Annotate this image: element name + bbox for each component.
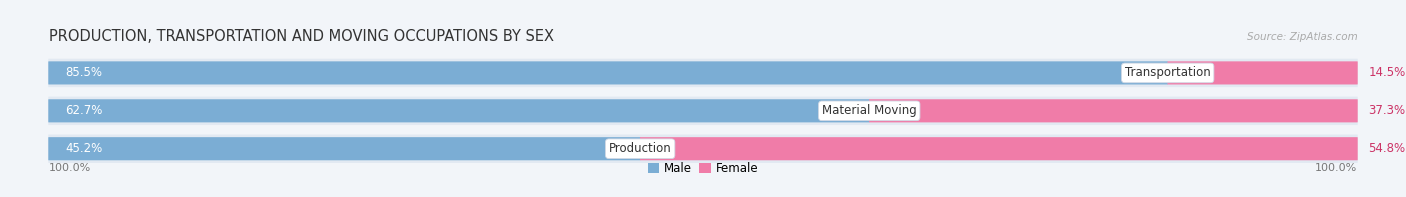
FancyBboxPatch shape: [640, 137, 1358, 160]
FancyBboxPatch shape: [48, 97, 1358, 125]
Text: 14.5%: 14.5%: [1368, 66, 1406, 79]
Text: 100.0%: 100.0%: [1315, 164, 1358, 173]
Text: Transportation: Transportation: [1125, 66, 1211, 79]
Text: PRODUCTION, TRANSPORTATION AND MOVING OCCUPATIONS BY SEX: PRODUCTION, TRANSPORTATION AND MOVING OC…: [48, 29, 554, 44]
FancyBboxPatch shape: [48, 99, 869, 122]
Text: 100.0%: 100.0%: [48, 164, 91, 173]
FancyBboxPatch shape: [869, 99, 1358, 122]
Text: 85.5%: 85.5%: [65, 66, 103, 79]
Text: Production: Production: [609, 142, 672, 155]
Text: 62.7%: 62.7%: [65, 104, 103, 117]
FancyBboxPatch shape: [1167, 61, 1358, 85]
FancyBboxPatch shape: [48, 61, 1168, 85]
Text: 45.2%: 45.2%: [65, 142, 103, 155]
Legend: Male, Female: Male, Female: [643, 157, 763, 179]
Text: 37.3%: 37.3%: [1368, 104, 1406, 117]
Text: 54.8%: 54.8%: [1368, 142, 1406, 155]
FancyBboxPatch shape: [48, 59, 1358, 87]
FancyBboxPatch shape: [48, 135, 1358, 163]
FancyBboxPatch shape: [48, 137, 640, 160]
Text: Material Moving: Material Moving: [823, 104, 917, 117]
Text: Source: ZipAtlas.com: Source: ZipAtlas.com: [1247, 32, 1358, 42]
